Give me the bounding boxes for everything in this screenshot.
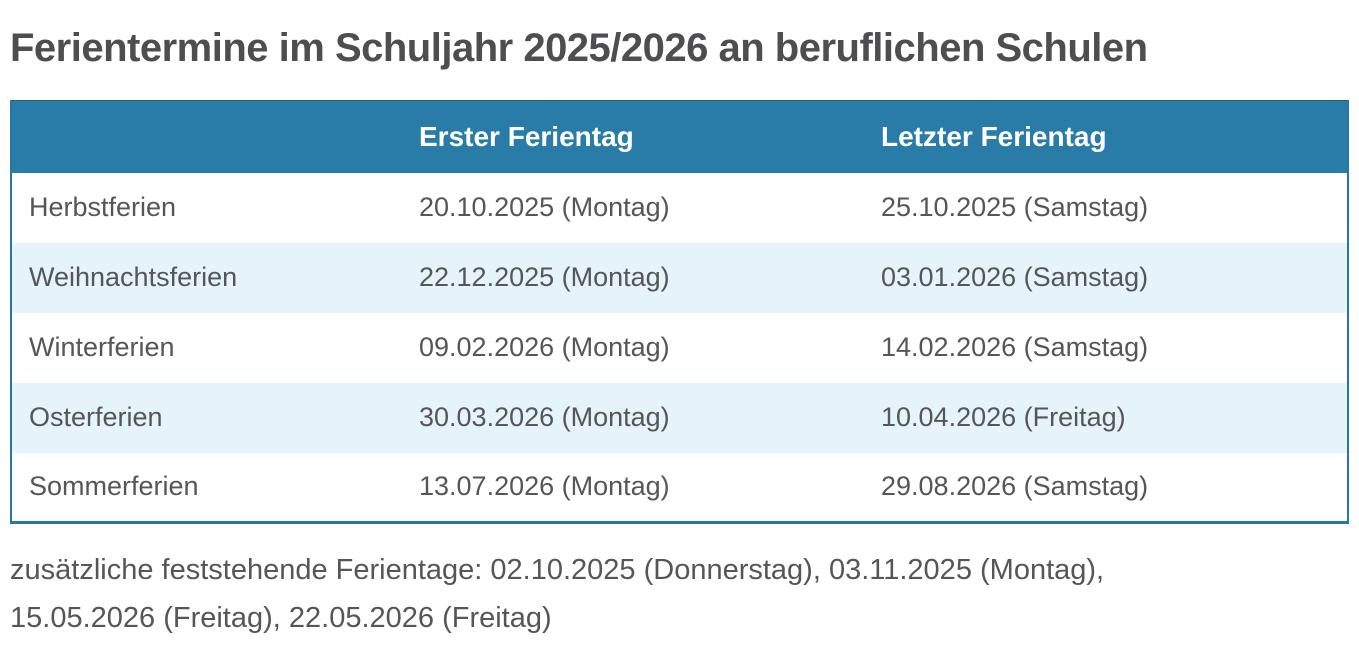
row-first-day: 30.03.2026 (Montag)	[419, 402, 670, 432]
additional-holidays-note: zusätzliche feststehende Ferientage: 02.…	[10, 546, 1347, 642]
row-label: Herbstferien	[29, 192, 177, 222]
holiday-table: Erster Ferientag Letzter Ferientag Herbs…	[10, 100, 1349, 524]
table-body: Herbstferien 20.10.2025 (Montag) 25.10.2…	[11, 172, 1348, 523]
row-last-day: 10.04.2026 (Freitag)	[881, 402, 1126, 432]
row-label: Winterferien	[29, 332, 175, 362]
additional-holidays-line-2: 15.05.2026 (Freitag), 22.05.2026 (Freita…	[10, 602, 552, 634]
row-label: Weihnachtsferien	[29, 262, 238, 292]
header-row: Erster Ferientag Letzter Ferientag	[11, 100, 1348, 173]
row-label: Osterferien	[29, 402, 163, 432]
row-first-day: 09.02.2026 (Montag)	[419, 332, 670, 362]
header-cell-first-ferientag: Erster Ferientag	[419, 100, 881, 173]
row-first-day: 20.10.2025 (Montag)	[419, 192, 670, 222]
row-last-day: 03.01.2026 (Samstag)	[881, 262, 1149, 292]
table-row: Herbstferien 20.10.2025 (Montag) 25.10.2…	[11, 172, 1348, 243]
table-row: Winterferien 09.02.2026 (Montag) 14.02.2…	[11, 312, 1348, 383]
additional-holidays-line-1: zusätzliche feststehende Ferientage: 02.…	[10, 554, 1105, 586]
header-cell-last-ferientag: Letzter Ferientag	[881, 100, 1348, 173]
header-cell-empty	[11, 100, 419, 173]
table-row: Weihnachtsferien 22.12.2025 (Montag) 03.…	[11, 242, 1348, 313]
row-first-day: 22.12.2025 (Montag)	[419, 262, 670, 292]
table-row: Sommerferien 13.07.2026 (Montag) 29.08.2…	[11, 452, 1348, 523]
row-label: Sommerferien	[29, 471, 199, 502]
page-title: Ferientermine im Schuljahr 2025/2026 an …	[10, 26, 1148, 70]
row-last-day: 14.02.2026 (Samstag)	[881, 332, 1149, 362]
table-header: Erster Ferientag Letzter Ferientag	[11, 100, 1348, 173]
row-last-day: 29.08.2026 (Samstag)	[881, 471, 1149, 502]
row-last-day: 25.10.2025 (Samstag)	[881, 192, 1149, 222]
table-row: Osterferien 30.03.2026 (Montag) 10.04.20…	[11, 382, 1348, 453]
row-first-day: 13.07.2026 (Montag)	[419, 471, 670, 502]
